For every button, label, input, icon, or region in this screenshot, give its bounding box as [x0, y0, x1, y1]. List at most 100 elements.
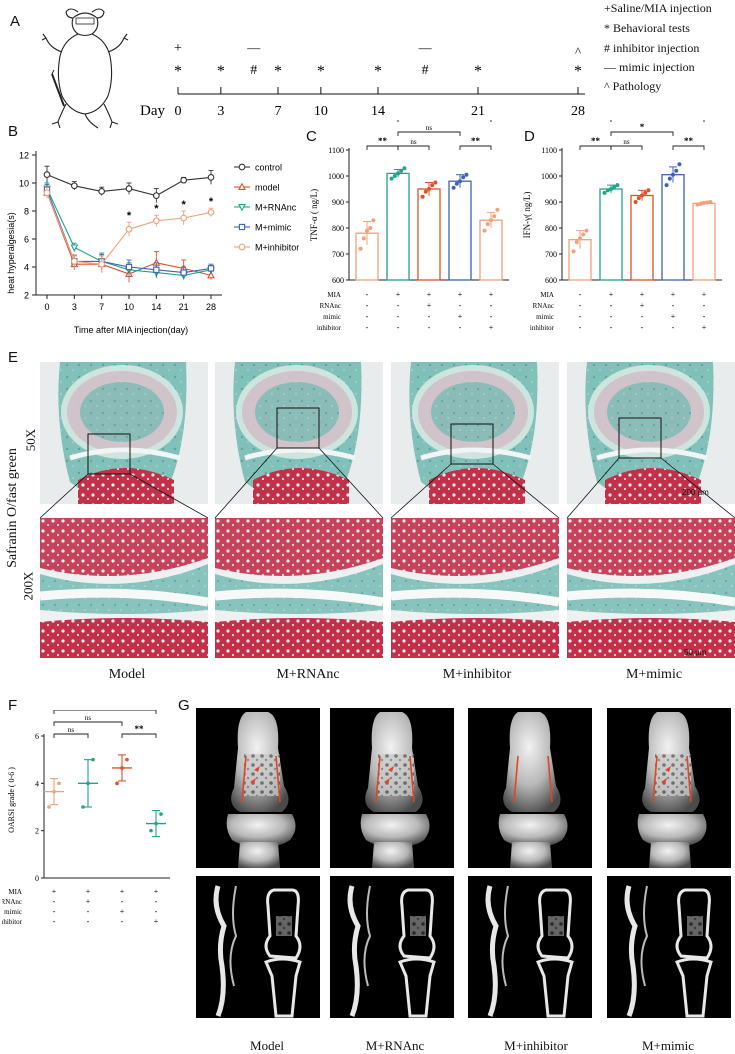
data-point [125, 185, 133, 192]
row-label: MIA [540, 291, 554, 299]
data-point [154, 821, 158, 826]
zoom-connector [660, 457, 735, 519]
bracket-label: ns [623, 138, 630, 146]
bar-group [479, 207, 503, 281]
row-label: mimic [536, 313, 554, 321]
coronal-femur [536, 888, 574, 960]
treatment-table: MIA - + + + + RNAnc - - + - - mimic - - - + - inhibitor - - -… [530, 290, 707, 332]
bracket [121, 733, 157, 738]
panel-letter-a: A [10, 13, 21, 30]
group-points [112, 754, 132, 786]
timeline: + * * — # * * * — # * ^ * Day 0 3 7 10 14 21 28 [140, 40, 585, 119]
bar-group [661, 162, 685, 281]
measurement-line [375, 755, 381, 803]
x-tick-label: 0 [44, 302, 49, 312]
data-point [433, 180, 438, 185]
row-cell: + [154, 917, 159, 926]
joint-space [69, 447, 181, 461]
data-point [702, 201, 706, 206]
data-point [605, 188, 610, 193]
legend-marker [238, 163, 246, 171]
data-point [358, 246, 363, 251]
data-point [485, 222, 490, 227]
row-cell: + [120, 887, 125, 896]
row-cell: - [579, 323, 582, 332]
y-tick-label: 0 [35, 874, 39, 883]
data-point [207, 174, 215, 181]
legend-symbol: + [604, 1, 611, 15]
tibia-shaft [510, 842, 552, 868]
measurement-line [241, 755, 247, 803]
row-cell: - [428, 312, 431, 321]
group-points [146, 810, 166, 838]
significance-marker: * [182, 199, 187, 211]
data-point [612, 184, 617, 189]
data-point [643, 190, 648, 195]
bracket [672, 145, 705, 150]
timeline-day-label: 7 [275, 104, 282, 119]
data-point [152, 192, 160, 199]
x-tick-label: 21 [179, 302, 189, 312]
data-point [602, 190, 607, 195]
legend-row-inhibitor: # inhibitor injection [604, 41, 699, 56]
cartilage-red [429, 468, 525, 504]
data-point [451, 185, 456, 190]
treatment-table: MIA - + + + + RNAnc - - + - - mimic - - - + - inhibitor - - -… [317, 290, 494, 332]
upper-cartilage [40, 518, 208, 576]
row-cell: - [459, 323, 462, 332]
coronal-femur [675, 888, 713, 960]
row-label: MIA [327, 291, 341, 299]
data-point [125, 225, 133, 233]
data-point [180, 176, 188, 184]
marker-star: * [174, 63, 182, 80]
row-cell: - [366, 312, 369, 321]
bracket [459, 145, 492, 150]
caption-e-rnanc: M+RNAnc [276, 667, 340, 682]
row-cell: - [641, 323, 644, 332]
panel-letter-f: F [8, 697, 18, 714]
arrow-marker [665, 766, 671, 772]
row-label: mimic [323, 313, 341, 321]
treatment-table: MIA++++RNAnc-+--mimic--+-inhibitor---+ [2, 887, 159, 926]
data-point [399, 168, 404, 173]
bracket-label: ns [410, 138, 417, 146]
timeline-day-label: 10 [314, 104, 328, 119]
caption-e-mimic: M+mimic [625, 667, 683, 682]
panel-letter-e: E [8, 349, 19, 366]
porous-region [378, 754, 414, 796]
trabecular-bone [255, 382, 339, 442]
data-point [125, 757, 129, 762]
legend-label: M+inhibitor [255, 243, 299, 253]
significance-marker: * [127, 210, 132, 222]
microct-3d-image [607, 708, 731, 868]
data-point [574, 240, 579, 245]
data-point [402, 166, 407, 171]
data-point [674, 168, 679, 173]
bar-group [692, 200, 716, 281]
marker-plus: + [174, 41, 182, 56]
measurement-line [275, 755, 281, 803]
row-cell: + [154, 887, 159, 896]
y-tick-label: 1000 [328, 172, 344, 181]
bar-group [386, 166, 410, 281]
data-point [581, 232, 586, 237]
row-label: RNAnc [320, 302, 341, 310]
row-cell: - [490, 312, 493, 321]
y-tick-label: 700 [332, 250, 344, 259]
bar-group [417, 180, 441, 281]
sagittal-slice [624, 885, 638, 1017]
data-point [609, 187, 613, 191]
data-point [70, 182, 78, 190]
sagittal-slice-inner [501, 885, 510, 987]
data-point [43, 171, 51, 178]
row-label: inhibitor [530, 324, 555, 332]
y-tick-label: 600 [545, 276, 557, 285]
legend-marker [238, 243, 246, 251]
data-point [664, 183, 669, 188]
marker-hash: # [422, 63, 429, 78]
mag-50x-label: 50X [23, 428, 39, 452]
row-cell: - [87, 907, 90, 916]
cartilage-red [605, 468, 701, 504]
joint-space [40, 588, 209, 607]
